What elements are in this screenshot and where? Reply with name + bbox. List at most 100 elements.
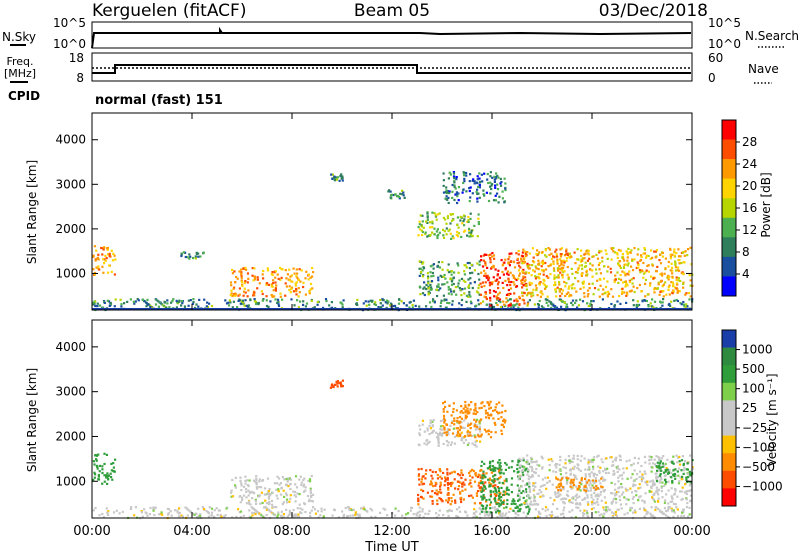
heatmap-cell — [418, 478, 421, 481]
heatmap-cell — [672, 285, 675, 288]
heatmap-cell — [649, 480, 652, 483]
heatmap-cell — [590, 500, 594, 504]
heatmap-cell — [489, 436, 493, 439]
heatmap-cell — [529, 283, 532, 286]
heatmap-cell — [188, 509, 191, 512]
heatmap-cell — [463, 287, 467, 290]
heatmap-cell — [101, 468, 104, 471]
heatmap-cell — [644, 278, 648, 282]
colorbar-swatch — [722, 178, 736, 199]
heatmap-cell — [151, 306, 154, 309]
heatmap-cell — [486, 266, 489, 269]
heatmap-cell — [496, 192, 499, 195]
heatmap-cell — [244, 280, 247, 283]
heatmap-cell — [588, 257, 591, 260]
heatmap-cell — [439, 301, 443, 304]
heatmap-cell — [516, 506, 519, 509]
heatmap-cell — [469, 272, 472, 275]
heatmap-cell — [677, 266, 680, 269]
heatmap-cell — [457, 516, 460, 519]
heatmap-cell — [540, 269, 543, 272]
heatmap-cell — [240, 272, 243, 275]
heatmap-cell — [456, 427, 460, 430]
heatmap-cell — [437, 514, 440, 517]
heatmap-cell — [95, 464, 98, 467]
heatmap-cell — [183, 305, 186, 308]
heatmap-cell — [688, 470, 692, 473]
heatmap-cell — [674, 266, 678, 269]
heatmap-cell — [632, 304, 635, 307]
heatmap-cell — [625, 460, 628, 463]
heatmap-cell — [251, 514, 254, 517]
heatmap-cell — [610, 502, 613, 505]
heatmap-cell — [419, 428, 422, 431]
heatmap-cell — [500, 486, 503, 489]
heatmap-cell — [206, 305, 210, 309]
heatmap-cell — [575, 290, 578, 293]
heatmap-cell — [563, 301, 566, 304]
heatmap-cell — [261, 299, 264, 302]
heatmap-cell — [525, 271, 528, 274]
heatmap-cell — [483, 462, 486, 465]
heatmap-cell — [535, 467, 538, 471]
heatmap-cell — [234, 294, 237, 297]
heatmap-cell — [298, 478, 301, 481]
heatmap-cell — [548, 253, 551, 257]
heatmap-cell — [559, 459, 562, 462]
heatmap-cell — [422, 267, 426, 270]
heatmap-cell — [295, 287, 298, 291]
heatmap-cell — [682, 300, 685, 304]
heatmap-cell — [265, 513, 268, 517]
heatmap-cell — [197, 305, 200, 308]
heatmap-cell — [571, 501, 574, 504]
heatmap-cell — [415, 512, 418, 515]
heatmap-cell — [549, 301, 552, 304]
heatmap-cell — [556, 515, 559, 518]
heatmap-cell — [249, 299, 252, 302]
heatmap-cell — [499, 182, 502, 185]
heatmap-cell — [417, 475, 420, 478]
heatmap-cell — [522, 457, 525, 460]
heatmap-cell — [655, 455, 658, 458]
heatmap-cell — [114, 458, 117, 461]
heatmap-cell — [492, 484, 495, 487]
heatmap-cell — [499, 499, 502, 502]
heatmap-cell — [526, 265, 530, 268]
heatmap-cell — [123, 302, 126, 305]
heatmap-cell — [606, 270, 609, 273]
heatmap-cell — [541, 457, 544, 460]
heatmap-cell — [92, 509, 95, 512]
heatmap-cell — [447, 431, 450, 434]
heatmap-cell — [501, 190, 504, 193]
heatmap-cell — [505, 506, 508, 509]
heatmap-cell — [614, 278, 617, 281]
heatmap-cell — [437, 276, 440, 279]
heatmap-cell — [92, 303, 95, 306]
heatmap-cell — [652, 277, 655, 280]
heatmap-cell — [309, 487, 312, 490]
heatmap-cell — [444, 197, 447, 200]
heatmap-cell — [565, 282, 568, 285]
heatmap-cell — [385, 299, 388, 302]
heatmap-cell — [443, 273, 446, 277]
heatmap-cell — [564, 458, 567, 461]
heatmap-cell — [277, 488, 280, 491]
heatmap-cell — [108, 252, 111, 255]
heatmap-cell — [467, 442, 470, 445]
heatmap-cell — [457, 431, 460, 434]
heatmap-cell — [460, 304, 463, 307]
heatmap-cell — [231, 516, 234, 519]
heatmap-cell — [471, 179, 474, 182]
heatmap-cell — [422, 516, 425, 519]
heatmap-cell — [554, 281, 557, 284]
heatmap-cell — [303, 502, 306, 505]
heatmap-cell — [370, 515, 373, 519]
heatmap-cell — [106, 472, 109, 475]
heatmap-cell — [279, 292, 282, 295]
heatmap-cell — [585, 250, 588, 253]
heatmap-cell — [446, 217, 450, 220]
heatmap-cell — [484, 272, 487, 275]
heatmap-cell — [577, 506, 580, 509]
heatmap-cell — [428, 433, 431, 436]
heatmap-cell — [537, 273, 540, 276]
